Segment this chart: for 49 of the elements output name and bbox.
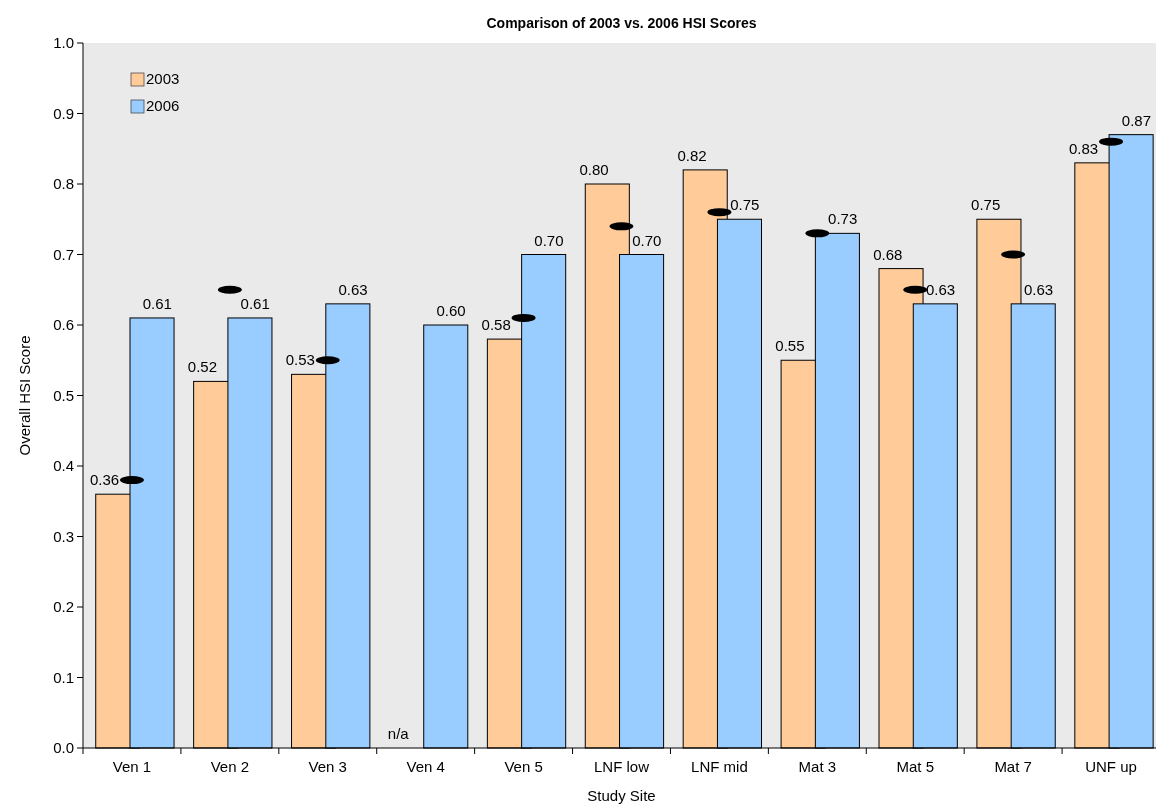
data-label: 0.63	[338, 280, 368, 298]
data-label: 0.60	[436, 302, 466, 319]
x-tick-label: LNF low	[593, 758, 650, 775]
chart-title: Comparison of 2003 vs. 2006 HSI Scores	[486, 15, 757, 31]
x-tick-label: Ven 2	[210, 758, 250, 775]
y-tick-label: 0.9	[53, 104, 74, 122]
data-label: 0.63	[1023, 280, 1054, 298]
y-tick-label: 0.1	[53, 668, 74, 686]
data-label: 0.82	[677, 146, 707, 164]
data-label: 0.70	[632, 231, 662, 249]
x-tick-label: LNF mid	[691, 758, 748, 775]
data-label: 0.68	[873, 245, 903, 263]
x-tick-label: Ven 4	[406, 758, 445, 775]
x-tick-label: Ven 1	[112, 758, 152, 775]
data-label: 0.55	[775, 337, 805, 355]
data-label: 0.75	[971, 196, 1001, 214]
y-tick-label: 0.2	[53, 598, 74, 616]
y-tick-label: 0.8	[53, 175, 74, 193]
x-tick-label: Mat 7	[994, 758, 1032, 775]
x-tick-label: Mat 3	[798, 758, 837, 775]
data-label: 0.63	[925, 280, 956, 298]
data-label: 0.75	[730, 196, 760, 214]
x-tick-label: UNF up	[1085, 758, 1137, 775]
data-label: 0.73	[828, 210, 858, 228]
y-axis-title: Overall HSI Score	[16, 335, 33, 456]
legend-label: 2006	[146, 97, 180, 115]
y-tick-label: 1.0	[53, 34, 74, 52]
data-label: 0.36	[89, 471, 120, 489]
y-tick-label: 0.4	[53, 457, 74, 475]
data-label: 0.70	[534, 231, 564, 249]
data-label: 0.58	[481, 316, 511, 334]
y-tick-label: 0.5	[53, 386, 74, 404]
x-tick-label: Ven 5	[504, 758, 543, 775]
data-label: 0.52	[187, 358, 218, 376]
y-tick-label: 0.0	[53, 739, 74, 757]
y-tick-label: 0.6	[53, 316, 74, 334]
data-label: 0.83	[1069, 139, 1099, 157]
legend-label: 2003	[146, 70, 180, 88]
x-tick-label: Ven 3	[308, 758, 347, 775]
data-label: 0.53	[285, 351, 315, 369]
y-tick-label: 0.3	[53, 527, 74, 545]
y-tick-label: 0.7	[53, 245, 74, 263]
data-label: 0.80	[579, 161, 609, 178]
x-axis-title: Study Site	[587, 787, 656, 804]
data-label: 0.61	[240, 294, 270, 312]
text: n/a	[387, 725, 409, 742]
x-tick-label: Mat 5	[896, 758, 934, 775]
data-label: 0.87	[1121, 111, 1152, 129]
data-label: 0.61	[142, 294, 172, 312]
